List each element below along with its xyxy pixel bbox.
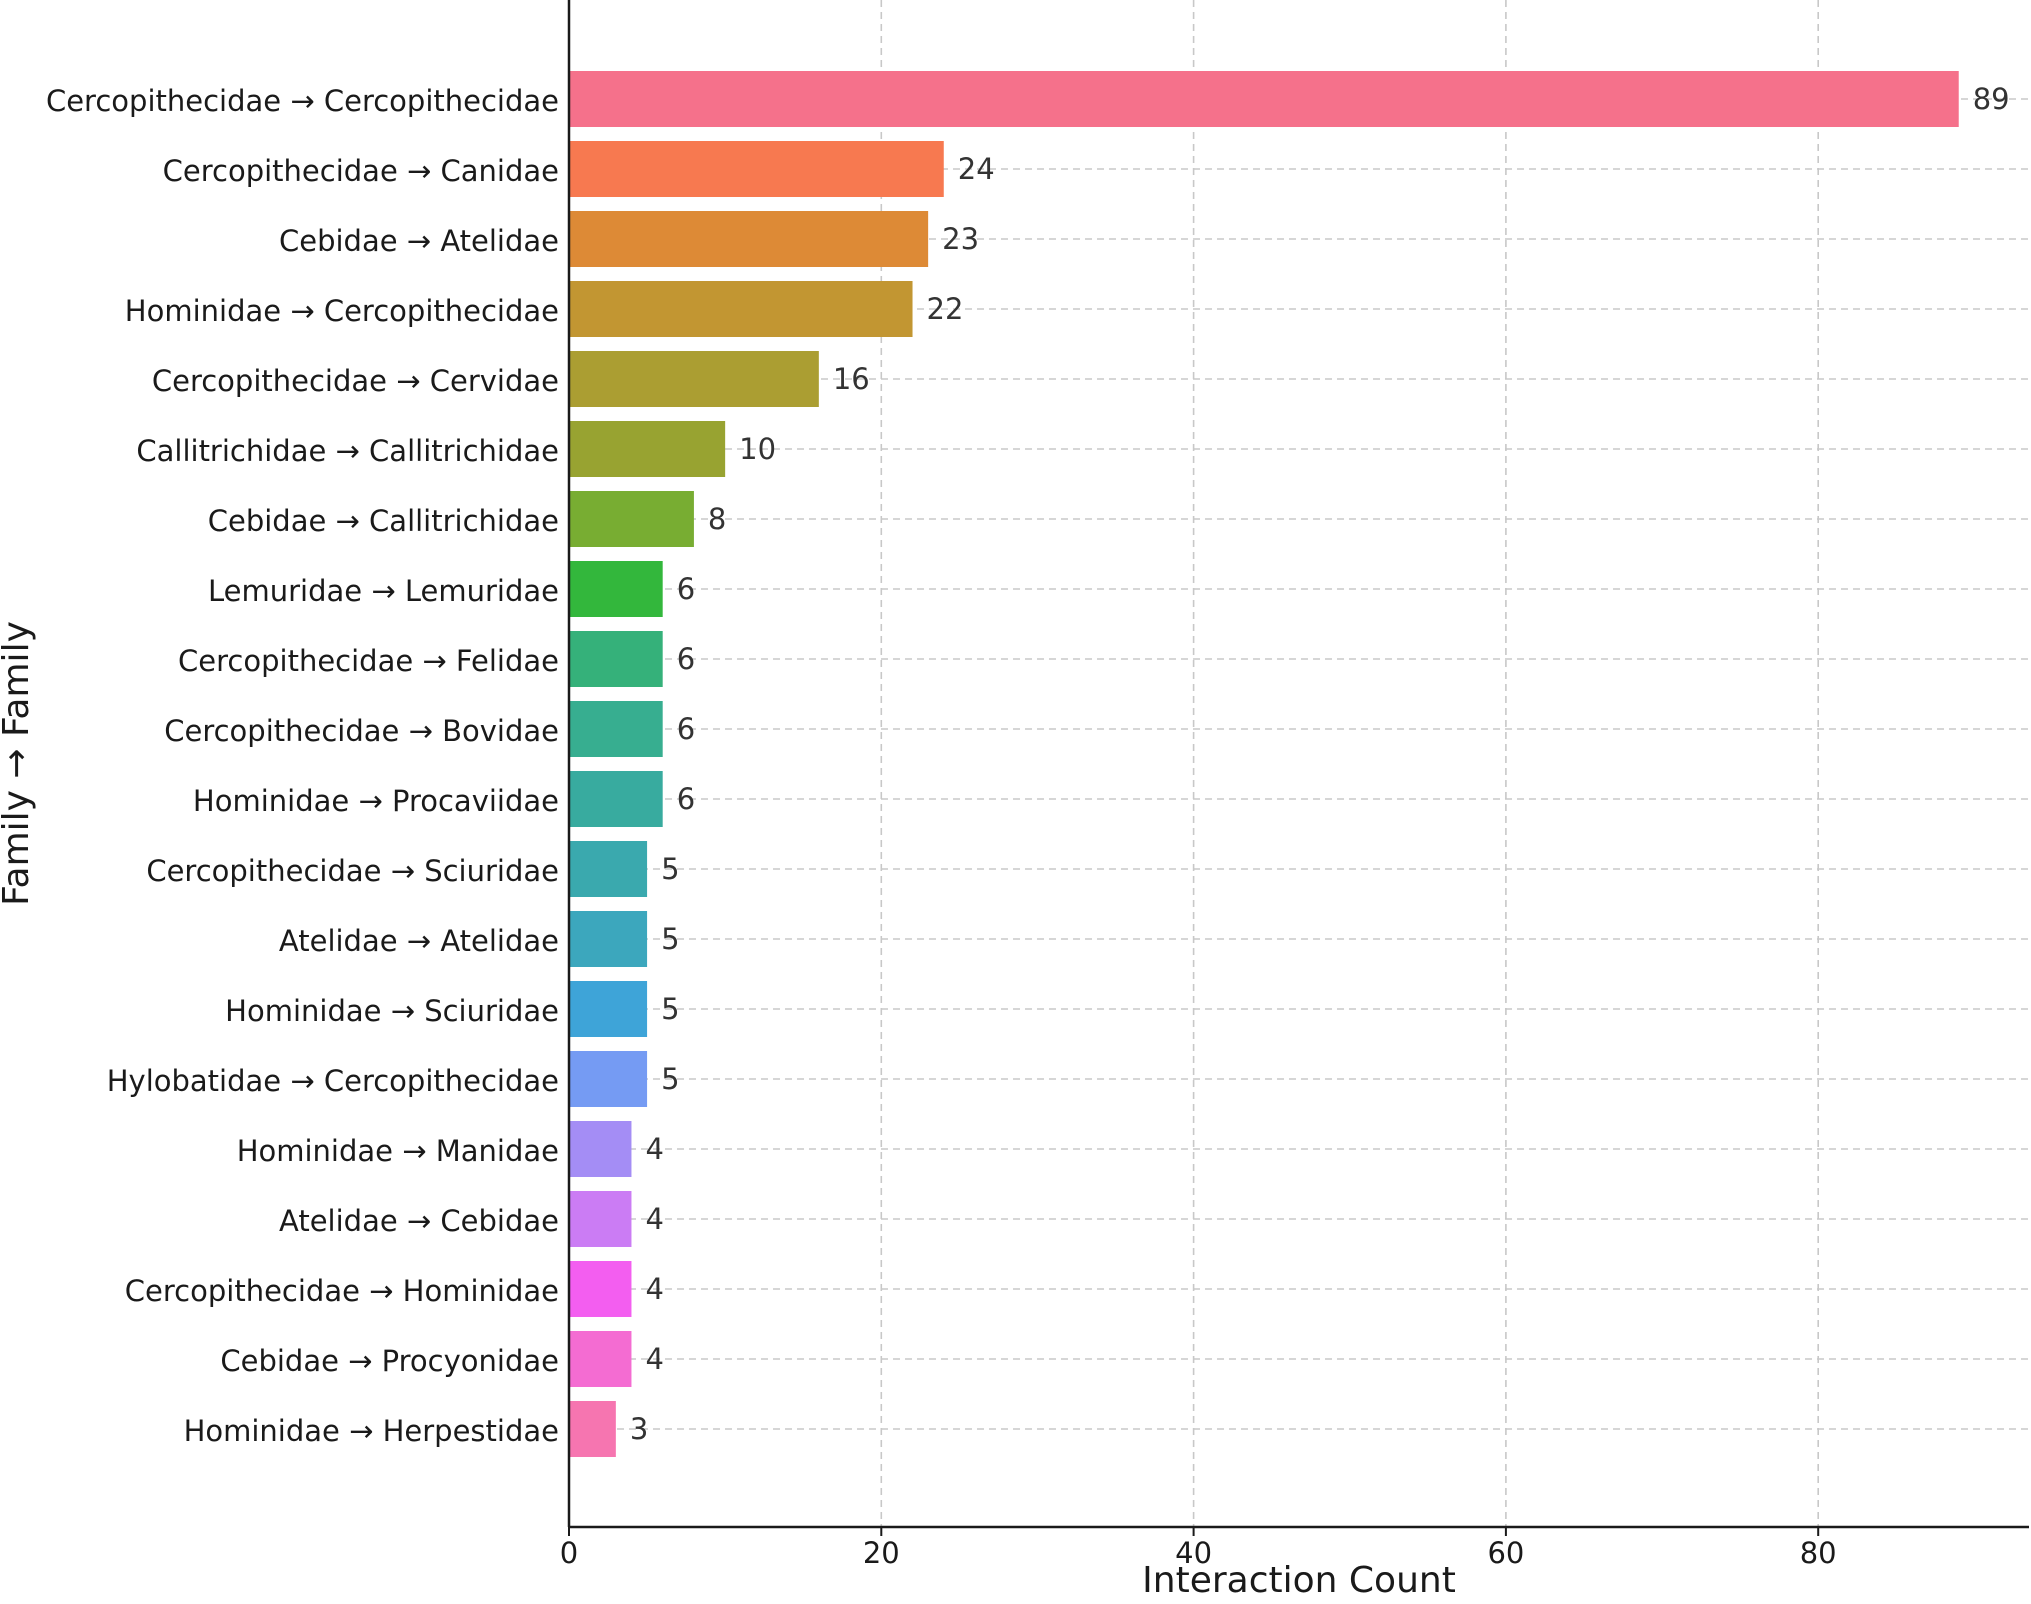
bar-value-label: 4	[645, 1342, 663, 1376]
y-tick-label: Cercopithecidae → Bovidae	[164, 714, 559, 748]
bar-value-label: 4	[645, 1132, 663, 1166]
bar-value-label: 6	[677, 712, 695, 746]
bar-value-label: 5	[661, 852, 679, 886]
bar-layer	[569, 71, 1959, 1457]
bar	[569, 351, 819, 407]
y-tick-label: Atelidae → Atelidae	[279, 924, 559, 958]
bar	[569, 421, 726, 477]
bar	[569, 1331, 632, 1387]
bar-value-label: 5	[661, 922, 679, 956]
bar	[569, 1051, 648, 1107]
bar-value-label: 23	[942, 222, 979, 256]
bar	[569, 211, 929, 267]
bar	[569, 71, 1959, 127]
bar-value-label: 89	[1973, 82, 2010, 116]
y-tick-label: Cercopithecidae → Cercopithecidae	[46, 84, 559, 118]
x-tick-label: 80	[1800, 1536, 1837, 1570]
bar	[569, 841, 648, 897]
y-tick-label: Cercopithecidae → Sciuridae	[146, 854, 559, 888]
x-tick-label: 40	[1175, 1536, 1212, 1570]
bar-value-label: 16	[833, 362, 870, 396]
bar	[569, 491, 694, 547]
bar	[569, 141, 944, 197]
y-tick-label: Cebidae → Callitrichidae	[208, 504, 559, 538]
bar-value-label: 24	[958, 152, 995, 186]
y-tick-label: Hominidae → Procaviidae	[193, 784, 559, 818]
bar-value-label: 5	[661, 992, 679, 1026]
bar	[569, 561, 663, 617]
x-axis-title: Interaction Count	[1142, 1560, 1456, 1601]
y-tick-label: Cercopithecidae → Canidae	[163, 154, 559, 188]
bar	[569, 1121, 632, 1177]
bar-value-label: 6	[677, 642, 695, 676]
bar-value-label: 4	[645, 1202, 663, 1236]
y-axis-title: Family → Family	[0, 621, 37, 906]
x-tick-label: 60	[1487, 1536, 1524, 1570]
bar-value-label: 8	[708, 502, 726, 536]
y-tick-label: Callitrichidae → Callitrichidae	[136, 434, 559, 468]
bar	[569, 771, 663, 827]
axis-layer	[567, 0, 2029, 1536]
bar	[569, 911, 648, 967]
bar	[569, 631, 663, 687]
y-tick-label: Hylobatidae → Cercopithecidae	[107, 1064, 559, 1098]
bar	[569, 281, 913, 337]
bar-value-label: 10	[739, 432, 776, 466]
bar	[569, 1191, 632, 1247]
bar-value-label: 3	[630, 1412, 648, 1446]
x-tick-label: 20	[863, 1536, 900, 1570]
y-tick-label: Cebidae → Procyonidae	[220, 1344, 559, 1378]
bar	[569, 1401, 616, 1457]
label-layer: 89 Cercopithecidae → Cercopithecidae 24 Cer…	[46, 82, 2010, 1570]
y-tick-label: Lemuridae → Lemuridae	[208, 574, 559, 608]
y-tick-label: Atelidae → Cebidae	[279, 1204, 559, 1238]
bar	[569, 701, 663, 757]
y-tick-label: Hominidae → Manidae	[237, 1134, 559, 1168]
bar-value-label: 4	[645, 1272, 663, 1306]
y-tick-label: Hominidae → Sciuridae	[225, 994, 559, 1028]
bar-value-label: 22	[927, 292, 964, 326]
y-tick-label: Hominidae → Cercopithecidae	[125, 294, 559, 328]
y-tick-label: Cercopithecidae → Cervidae	[152, 364, 559, 398]
x-tick-label: 0	[560, 1536, 578, 1570]
y-tick-label: Hominidae → Herpestidae	[184, 1414, 559, 1448]
y-tick-label: Cercopithecidae → Hominidae	[125, 1274, 559, 1308]
y-tick-label: Cercopithecidae → Felidae	[178, 644, 559, 678]
bar	[569, 1261, 632, 1317]
bar-value-label: 5	[661, 1062, 679, 1096]
bar-value-label: 6	[677, 782, 695, 816]
bar-value-label: 6	[677, 572, 695, 606]
y-tick-label: Cebidae → Atelidae	[279, 224, 559, 258]
bar	[569, 981, 648, 1037]
